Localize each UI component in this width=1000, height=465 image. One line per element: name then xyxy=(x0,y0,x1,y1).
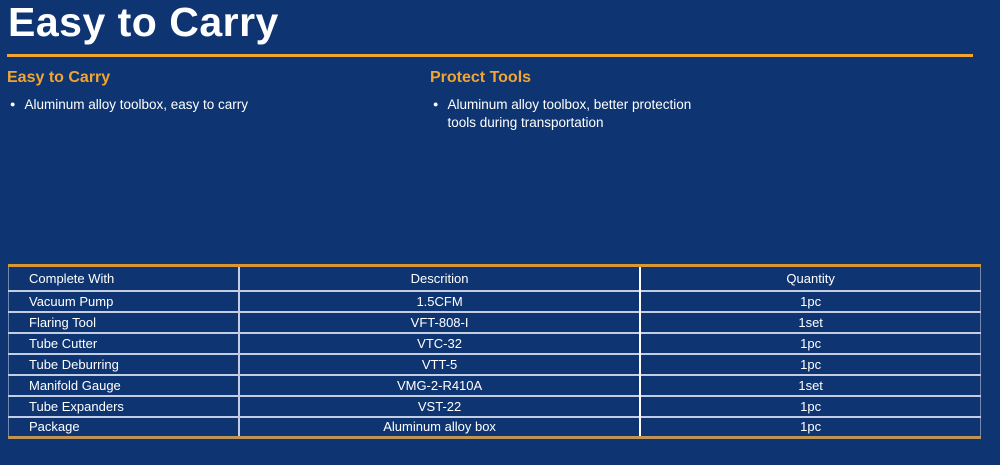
feature-section-protect-tools: Protect Tools ● Aluminum alloy toolbox, … xyxy=(430,69,990,132)
table-row: Vacuum Pump 1.5CFM 1pc xyxy=(8,290,981,312)
table-header: Complete With Descrition Quantity xyxy=(8,265,981,291)
bullet-text: Aluminum alloy toolbox, better protectio… xyxy=(447,97,692,130)
quantity-cell: 1pc xyxy=(800,335,822,351)
description-cell: VST-22 xyxy=(238,395,642,417)
quantity-cell: 1pc xyxy=(800,356,822,372)
table-row: Tube Cutter VTC-32 1pc xyxy=(8,332,981,354)
header-quantity: Quantity xyxy=(786,270,835,286)
complete-with-table: Complete With Descrition Quantity Vacuum… xyxy=(8,264,981,439)
table-row: Package Aluminum alloy box 1pc xyxy=(8,416,981,438)
bullet-icon: ● xyxy=(433,99,439,109)
bullet-icon: ● xyxy=(10,99,16,109)
item-cell: Flaring Tool xyxy=(8,311,240,333)
quantity-cell: 1pc xyxy=(800,419,822,435)
description-cell: VMG-2-R410A xyxy=(238,374,642,396)
item-cell: Manifold Gauge xyxy=(8,374,240,396)
item-cell: Vacuum Pump xyxy=(8,290,240,312)
item-cell: Tube Expanders xyxy=(8,395,240,417)
quantity-cell: 1pc xyxy=(800,293,822,309)
description-cell: Aluminum alloy box xyxy=(238,416,642,438)
table-row: Flaring Tool VFT-808-I 1set xyxy=(8,311,981,333)
table-row: Manifold Gauge VMG-2-R410A 1set xyxy=(8,374,981,396)
title-underline xyxy=(7,54,973,57)
table-body: Vacuum Pump 1.5CFM 1pc Flaring Tool VFT-… xyxy=(8,290,981,438)
feature-section-easy-to-carry: Easy to Carry ● Aluminum alloy toolbox, … xyxy=(7,69,430,132)
table-row: Tube Expanders VST-22 1pc xyxy=(8,395,981,417)
item-cell: Tube Cutter xyxy=(8,332,240,354)
quantity-cell: 1set xyxy=(798,377,823,393)
description-cell: VTT-5 xyxy=(238,353,642,375)
quantity-cell: 1pc xyxy=(800,398,822,414)
item-cell: Package xyxy=(8,416,240,438)
list-item: ● Aluminum alloy toolbox, better protect… xyxy=(430,96,990,132)
list-item: ● Aluminum alloy toolbox, easy to carry xyxy=(7,96,430,114)
feature-heading: Protect Tools xyxy=(430,69,532,86)
item-cell: Tube Deburring xyxy=(8,353,240,375)
feature-sections: Easy to Carry ● Aluminum alloy toolbox, … xyxy=(7,69,1000,132)
header-complete-with: Complete With xyxy=(8,265,240,291)
quantity-cell: 1set xyxy=(798,314,823,330)
table-row: Tube Deburring VTT-5 1pc xyxy=(8,353,981,375)
header-description: Descrition xyxy=(238,265,642,291)
bullet-text: Aluminum alloy toolbox, easy to carry xyxy=(24,97,249,112)
feature-heading: Easy to Carry xyxy=(7,69,111,86)
description-cell: 1.5CFM xyxy=(238,290,642,312)
table-header-row: Complete With Descrition Quantity xyxy=(8,265,981,291)
page-title: Easy to Carry xyxy=(8,0,279,45)
description-cell: VTC-32 xyxy=(238,332,642,354)
description-cell: VFT-808-I xyxy=(238,311,642,333)
